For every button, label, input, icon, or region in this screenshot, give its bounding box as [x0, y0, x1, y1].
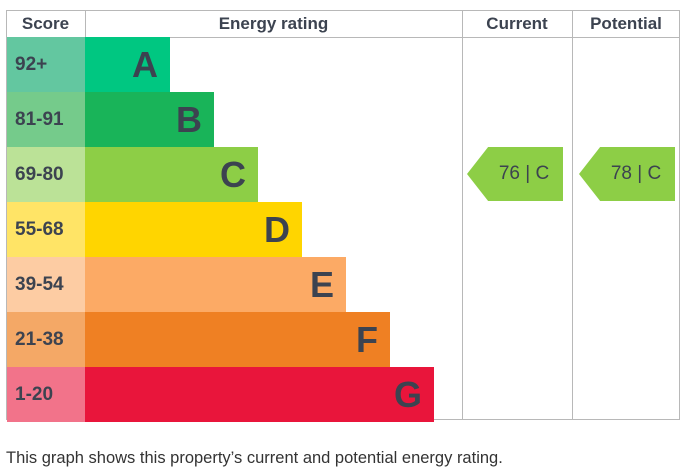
caption: This graph shows this property’s current…: [6, 449, 503, 467]
divider: [462, 10, 463, 420]
divider: [6, 37, 680, 38]
band-bar-f: F: [85, 312, 390, 367]
score-cell-b: 81-91: [7, 92, 85, 147]
band-bar-d: D: [85, 202, 302, 257]
current-rating-arrow: 76 | C: [467, 147, 563, 201]
band-bar-c: C: [85, 147, 258, 202]
score-cell-d: 55-68: [7, 202, 85, 257]
score-cell-e: 39-54: [7, 257, 85, 312]
score-cell-a: 92+: [7, 37, 85, 92]
band-bar-e: E: [85, 257, 346, 312]
score-cell-g: 1-20: [7, 366, 85, 422]
header-score: Score: [21, 14, 70, 33]
header-potential: Potential: [590, 14, 662, 33]
header-current: Current: [486, 14, 548, 33]
band-bar-a: A: [85, 37, 170, 92]
score-cell-c: 69-80: [7, 147, 85, 202]
band-bar-g: G: [85, 366, 434, 422]
potential-rating-arrow: 78 | C: [579, 147, 675, 201]
band-bar-b: B: [85, 92, 214, 147]
header-energy-rating: Energy rating: [218, 14, 329, 33]
divider: [572, 10, 573, 420]
score-cell-f: 21-38: [7, 312, 85, 367]
